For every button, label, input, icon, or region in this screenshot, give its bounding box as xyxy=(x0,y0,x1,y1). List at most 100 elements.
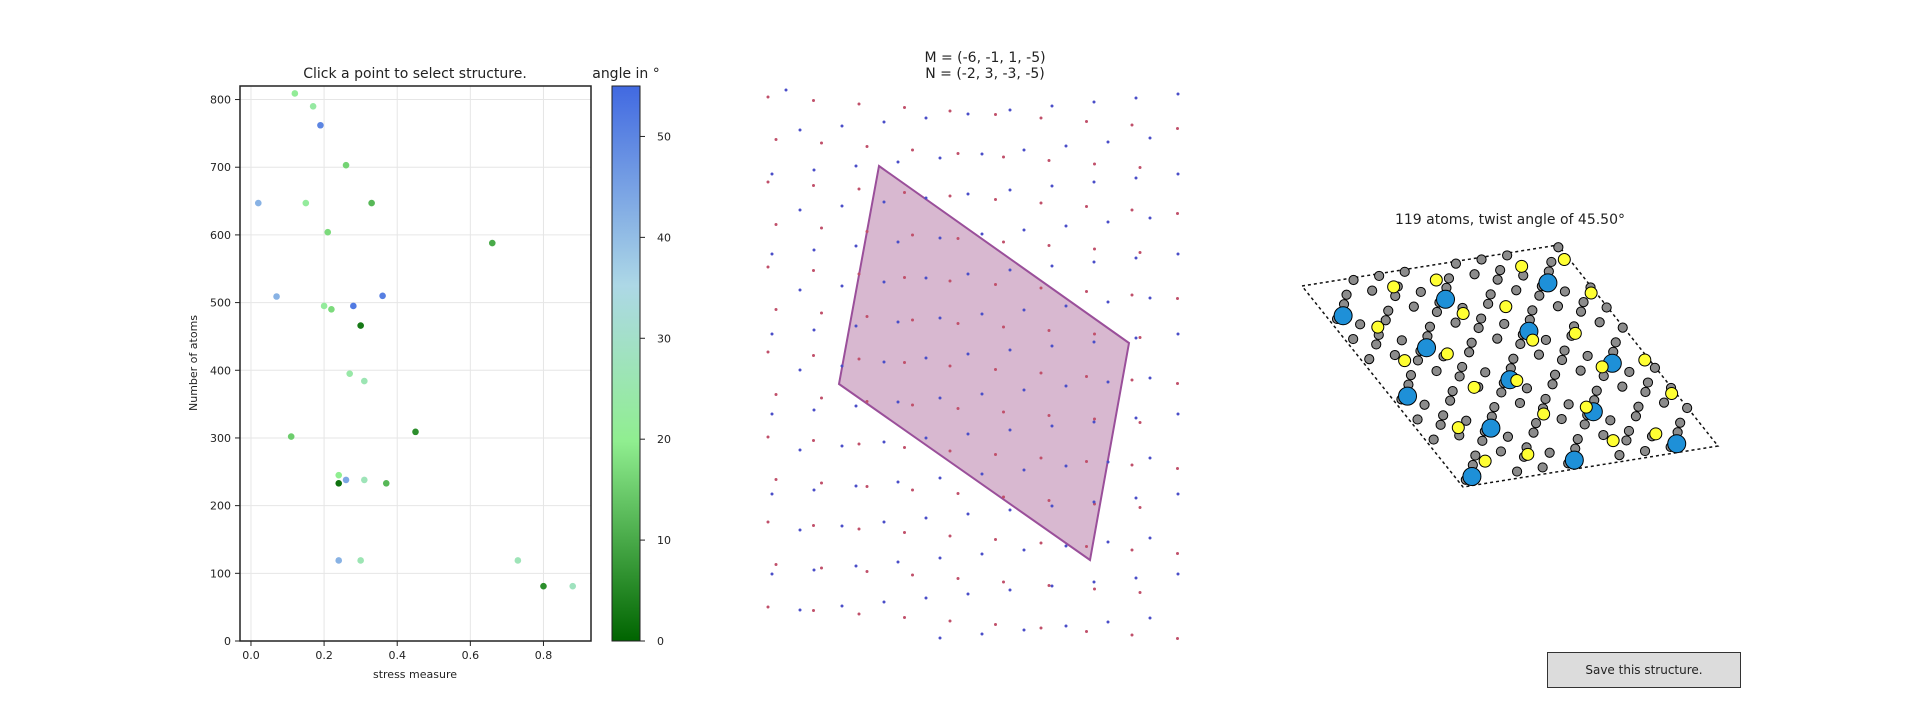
atom-gray xyxy=(1447,386,1458,397)
lattice-dot-blue xyxy=(1092,180,1096,184)
atom-yellow xyxy=(1429,273,1443,287)
lattice-dot-blue xyxy=(798,288,802,292)
lattice-dot-blue xyxy=(938,636,942,640)
data-point[interactable] xyxy=(342,161,350,169)
data-point[interactable] xyxy=(302,199,310,207)
data-point[interactable] xyxy=(335,557,343,564)
lattice-dot-red xyxy=(1176,467,1179,470)
lattice-dot-blue xyxy=(1148,216,1152,220)
lattice-dot-blue xyxy=(882,600,886,604)
lattice-dot-red xyxy=(812,439,815,442)
lattice-dot-red xyxy=(911,488,914,492)
lattice-dot-blue xyxy=(966,272,970,276)
atom-gray xyxy=(1544,447,1555,458)
y-tick-label: 500 xyxy=(210,297,231,310)
data-point[interactable] xyxy=(254,199,262,207)
lattice-dot-blue xyxy=(770,492,774,496)
atom-gray xyxy=(1477,435,1488,446)
atom-gray xyxy=(1374,270,1385,282)
lattice-dot-blue xyxy=(1134,176,1138,180)
atom-gray xyxy=(1617,322,1628,333)
lattice-dot-blue xyxy=(924,436,928,440)
lattice-dot-red xyxy=(1130,548,1134,552)
data-point[interactable] xyxy=(361,476,368,484)
lattice-dot-blue xyxy=(812,328,816,332)
data-point[interactable] xyxy=(569,582,577,590)
atom-gray xyxy=(1511,285,1522,296)
atom-gray xyxy=(1428,434,1439,445)
lattice-dot-red xyxy=(994,283,997,286)
atom-yellow xyxy=(1606,434,1620,448)
data-point[interactable] xyxy=(488,239,496,247)
atom-gray xyxy=(1483,298,1494,309)
lattice-dot-red xyxy=(903,616,906,619)
lattice-dot-red xyxy=(774,393,778,396)
data-point[interactable] xyxy=(382,479,390,487)
scatter-points[interactable] xyxy=(254,90,577,590)
lattice-dot-blue xyxy=(1022,548,1026,552)
atom-gray xyxy=(1431,306,1443,318)
data-point[interactable] xyxy=(368,199,375,207)
data-point[interactable] xyxy=(379,292,386,300)
data-point[interactable] xyxy=(273,293,280,300)
data-point[interactable] xyxy=(335,479,343,487)
lattice-dot-red xyxy=(1176,297,1179,300)
lattice-dot-red xyxy=(1039,626,1043,630)
data-point[interactable] xyxy=(357,322,364,329)
lattice-dot-blue xyxy=(1106,300,1110,304)
atom-gray xyxy=(1473,322,1484,334)
data-point[interactable] xyxy=(342,476,350,484)
lattice-dot-red xyxy=(1130,463,1134,467)
scatter-title: Click a point to select structure. xyxy=(303,66,527,82)
lattice-dot-red xyxy=(1002,325,1005,329)
data-point[interactable] xyxy=(309,103,317,110)
data-point[interactable] xyxy=(287,433,295,440)
y-tick-label: 200 xyxy=(210,500,231,513)
data-point[interactable] xyxy=(335,471,343,479)
lattice-dot-red xyxy=(812,184,815,187)
lattice-dot-blue xyxy=(1022,628,1026,632)
data-point[interactable] xyxy=(412,428,419,436)
lattice-dot-red xyxy=(911,318,914,322)
atom-gray xyxy=(1431,365,1442,377)
lattice-dot-red xyxy=(865,230,869,233)
structure-title: 119 atoms, twist angle of 45.50° xyxy=(1395,212,1625,228)
save-structure-button[interactable]: Save this structure. xyxy=(1547,652,1741,688)
structure-panel: 119 atoms, twist angle of 45.50° xyxy=(1300,212,1720,488)
lattice-dot-red xyxy=(1002,410,1005,414)
lattice-dot-red xyxy=(865,570,869,573)
atom-gray xyxy=(1621,435,1632,446)
lattice-dot-red xyxy=(994,453,997,456)
data-point[interactable] xyxy=(540,582,547,590)
lattice-dot-red xyxy=(857,102,861,106)
lattice-dot-blue xyxy=(1148,376,1152,380)
lattice-dot-red xyxy=(857,187,861,191)
atom-yellow xyxy=(1595,360,1609,374)
lattice-dot-blue xyxy=(1148,616,1152,620)
data-point[interactable] xyxy=(357,557,364,564)
data-point[interactable] xyxy=(361,377,368,385)
lattice-dot-red xyxy=(820,141,823,145)
atom-yellow xyxy=(1387,280,1401,294)
lattice-dot-blue xyxy=(896,320,900,324)
lattice-dot-blue xyxy=(924,516,928,520)
data-point[interactable] xyxy=(328,306,335,313)
data-point[interactable] xyxy=(291,90,299,97)
lattice-dot-red xyxy=(1085,375,1088,378)
atom-yellow xyxy=(1440,347,1454,361)
atom-gray xyxy=(1419,399,1430,410)
lattice-dot-blue xyxy=(1064,304,1068,308)
atom-gray xyxy=(1380,315,1391,326)
data-point[interactable] xyxy=(324,228,332,236)
data-point[interactable] xyxy=(514,557,522,564)
lattice-dot-blue xyxy=(854,164,858,168)
data-point[interactable] xyxy=(320,302,328,310)
data-point[interactable] xyxy=(350,302,357,310)
lattice-dot-red xyxy=(766,435,770,439)
lattice-dot-red xyxy=(1002,240,1005,244)
atom-gray xyxy=(1412,414,1423,425)
colorbar-gradient xyxy=(611,85,641,642)
data-point[interactable] xyxy=(346,370,353,377)
data-point[interactable] xyxy=(317,121,324,129)
atom-gray xyxy=(1499,318,1510,330)
